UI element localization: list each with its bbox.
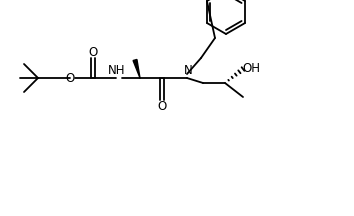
Text: O: O — [65, 71, 75, 84]
Polygon shape — [133, 59, 140, 78]
Text: N: N — [184, 65, 192, 78]
Text: NH: NH — [108, 64, 126, 76]
Text: O: O — [88, 46, 98, 59]
Text: O: O — [158, 100, 167, 113]
Text: OH: OH — [242, 62, 260, 75]
